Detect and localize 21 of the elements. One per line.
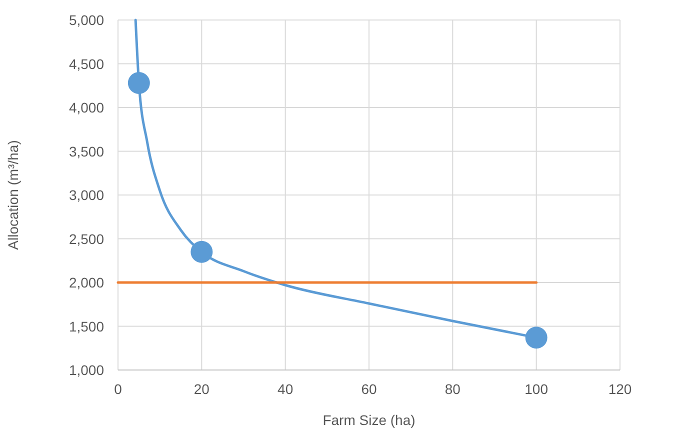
point — [190, 240, 213, 263]
x-tick-label: 40 — [278, 381, 294, 397]
x-tick-label: 100 — [524, 381, 548, 397]
point — [128, 72, 150, 94]
x-tick-label: 80 — [444, 381, 461, 397]
point — [525, 326, 548, 349]
y-tick-label: 5,000 — [68, 12, 104, 28]
y-tick-label: 4,500 — [68, 56, 104, 72]
y-tick-label: 1,000 — [68, 362, 104, 378]
x-tick-label: 60 — [361, 381, 377, 397]
y-tick-label: 1,500 — [68, 318, 104, 334]
y-tick-label: 2,000 — [68, 274, 104, 290]
y-tick-label: 3,000 — [68, 187, 104, 203]
y-axis-title: Allocation (m³/ha) — [5, 140, 21, 250]
x-axis-title: Farm Size (ha) — [322, 412, 416, 428]
x-tick-label: 120 — [608, 381, 632, 397]
x-tick-label: 20 — [194, 381, 210, 397]
y-tick-label: 2,500 — [68, 230, 104, 247]
y-tick-label: 4,000 — [68, 100, 104, 116]
y-tick-label: 3,500 — [68, 143, 104, 160]
x-tick-label: 0 — [114, 381, 122, 397]
